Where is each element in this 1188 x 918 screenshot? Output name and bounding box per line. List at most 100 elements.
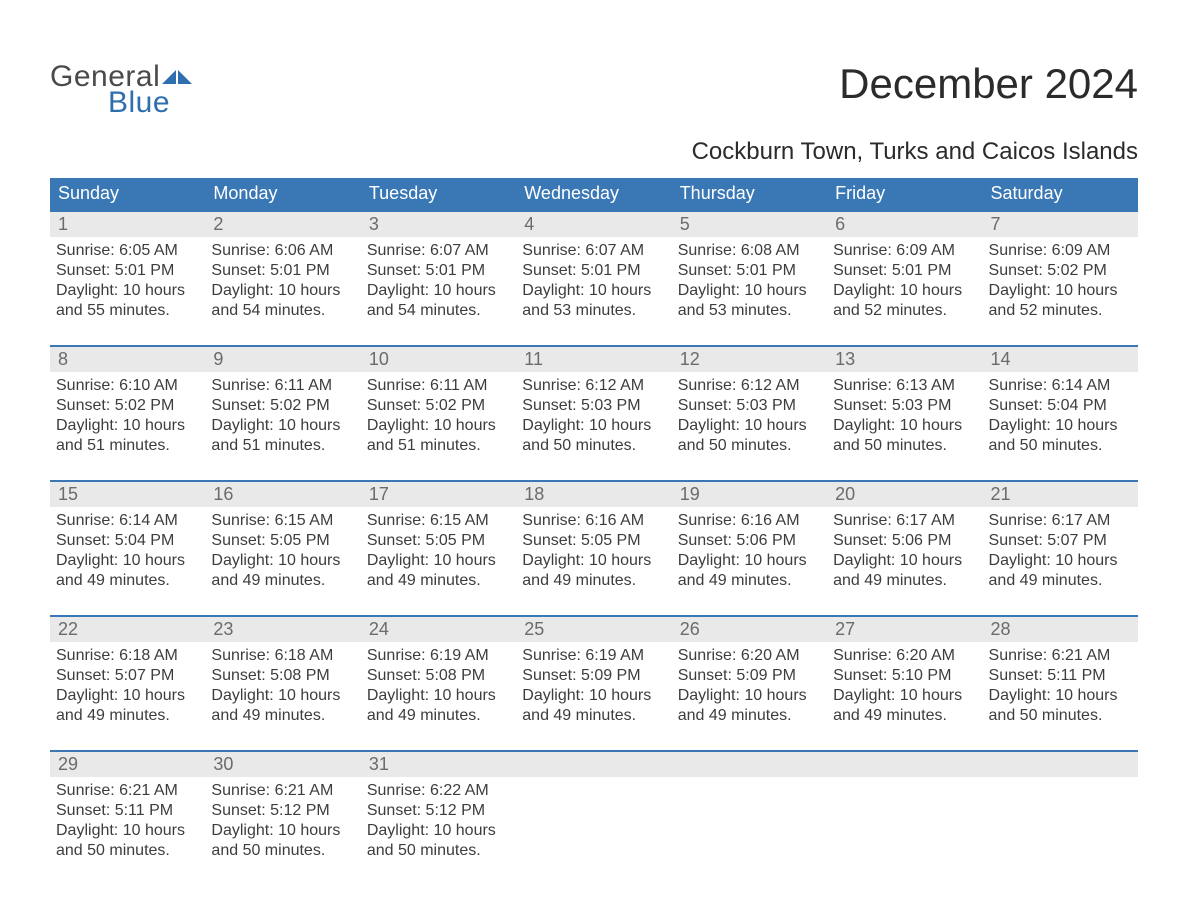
day-number-bar: 30 — [205, 752, 360, 777]
sunset-line: Sunset: 5:08 PM — [367, 666, 510, 686]
sunrise-line: Sunrise: 6:14 AM — [989, 376, 1132, 396]
sunrise-line: Sunrise: 6:20 AM — [678, 646, 821, 666]
day-number: 27 — [835, 619, 855, 639]
day-cell: 4Sunrise: 6:07 AMSunset: 5:01 PMDaylight… — [516, 212, 671, 327]
day-number: 19 — [680, 484, 700, 504]
title-block: December 2024 — [839, 60, 1138, 108]
day-cell: 27 Sunrise: 6:20 AMSunset: 5:10 PMDayligh… — [827, 617, 982, 732]
daylight-line: Daylight: 10 hours and 50 minutes. — [56, 821, 199, 861]
sunrise-line: Sunrise: 6:15 AM — [211, 511, 354, 531]
sunset-line: Sunset: 5:05 PM — [211, 531, 354, 551]
daylight-line: Daylight: 10 hours and 49 minutes. — [833, 686, 976, 726]
day-number: 28 — [991, 619, 1011, 639]
day-cell-empty — [672, 752, 827, 867]
day-number-bar: 17 — [361, 482, 516, 507]
day-number-bar: 28 — [983, 617, 1138, 642]
day-cell: 14Sunrise: 6:14 AMSunset: 5:04 PMDayligh… — [983, 347, 1138, 462]
sunset-line: Sunset: 5:01 PM — [211, 261, 354, 281]
header-row: General Blue December 2024 — [50, 60, 1138, 120]
sunset-line: Sunset: 5:07 PM — [56, 666, 199, 686]
day-cell: 2Sunrise: 6:06 AMSunset: 5:01 PMDaylight… — [205, 212, 360, 327]
day-number: 12 — [680, 349, 700, 369]
day-cell: 3Sunrise: 6:07 AMSunset: 5:01 PMDaylight… — [361, 212, 516, 327]
day-number-bar: 21 — [983, 482, 1138, 507]
day-number-bar: 16 — [205, 482, 360, 507]
day-cell: 28Sunrise: 6:21 AMSunset: 5:11 PMDayligh… — [983, 617, 1138, 732]
sunset-line: Sunset: 5:01 PM — [522, 261, 665, 281]
daylight-line: Daylight: 10 hours and 49 minutes. — [56, 551, 199, 591]
sunrise-line: Sunrise: 6:08 AM — [678, 241, 821, 261]
logo: General Blue — [50, 60, 192, 120]
day-cell: 29 Sunrise: 6:21 AMSunset: 5:11 PMDayligh… — [50, 752, 205, 867]
day-number: 7 — [991, 214, 1001, 234]
day-number: 24 — [369, 619, 389, 639]
dow-monday: Monday — [205, 178, 360, 210]
day-cell: 31Sunrise: 6:22 AMSunset: 5:12 PMDayligh… — [361, 752, 516, 867]
day-cell: 17Sunrise: 6:15 AMSunset: 5:05 PMDayligh… — [361, 482, 516, 597]
day-number-bar: 15 — [50, 482, 205, 507]
daylight-line: Daylight: 10 hours and 50 minutes. — [522, 416, 665, 456]
day-number: 9 — [213, 349, 223, 369]
day-number-bar: 1 — [50, 212, 205, 237]
sunrise-line: Sunrise: 6:10 AM — [56, 376, 199, 396]
daylight-line: Daylight: 10 hours and 49 minutes. — [678, 686, 821, 726]
day-number-bar: 13 — [827, 347, 982, 372]
day-number-bar: 27 — [827, 617, 982, 642]
day-number-bar: 20 — [827, 482, 982, 507]
day-number-bar: 10 — [361, 347, 516, 372]
daylight-line: Daylight: 10 hours and 51 minutes. — [56, 416, 199, 456]
week-row: 8 Sunrise: 6:10 AM Sunset: 5:02 PM Daylight… — [50, 345, 1138, 462]
daylight-line: Daylight: 10 hours and 49 minutes. — [56, 686, 199, 726]
sunset-line: Sunset: 5:12 PM — [367, 801, 510, 821]
day-number-bar: 2 — [205, 212, 360, 237]
day-cell-empty — [516, 752, 671, 867]
sunrise-line: Sunrise: 6:20 AM — [833, 646, 976, 666]
day-cell: 19Sunrise: 6:16 AMSunset: 5:06 PMDayligh… — [672, 482, 827, 597]
daylight-line: Daylight: 10 hours and 52 minutes. — [989, 281, 1132, 321]
week-row: 29 Sunrise: 6:21 AMSunset: 5:11 PMDayligh… — [50, 750, 1138, 867]
sunrise-line: Sunrise: 6:13 AM — [833, 376, 976, 396]
day-number: 29 — [58, 754, 78, 774]
sunrise-line: Sunrise: 6:22 AM — [367, 781, 510, 801]
day-cell: 30Sunrise: 6:21 AMSunset: 5:12 PMDayligh… — [205, 752, 360, 867]
sunrise-line: Sunrise: 6:17 AM — [989, 511, 1132, 531]
sunset-line: Sunset: 5:09 PM — [522, 666, 665, 686]
day-number-bar: 8 — [50, 347, 205, 372]
sunrise-line: Sunrise: 6:14 AM — [56, 511, 199, 531]
daylight-line: Daylight: 10 hours and 53 minutes. — [678, 281, 821, 321]
day-number: 18 — [524, 484, 544, 504]
sunset-line: Sunset: 5:02 PM — [211, 396, 354, 416]
daylight-line: Daylight: 10 hours and 50 minutes. — [833, 416, 976, 456]
sunrise-line: Sunrise: 6:18 AM — [211, 646, 354, 666]
sunrise-line: Sunrise: 6:16 AM — [522, 511, 665, 531]
day-cell: 6Sunrise: 6:09 AMSunset: 5:01 PMDaylight… — [827, 212, 982, 327]
sunset-line: Sunset: 5:01 PM — [367, 261, 510, 281]
sunrise-line: Sunrise: 6:21 AM — [56, 781, 199, 801]
day-number: 1 — [58, 214, 68, 234]
dow-sunday: Sunday — [50, 178, 205, 210]
day-cell: 21Sunrise: 6:17 AMSunset: 5:07 PMDayligh… — [983, 482, 1138, 597]
day-number-bar: 24 — [361, 617, 516, 642]
day-number-bar: 22 — [50, 617, 205, 642]
day-number-bar: 19 — [672, 482, 827, 507]
day-number-bar: 6 — [827, 212, 982, 237]
day-cell: 20Sunrise: 6:17 AMSunset: 5:06 PMDayligh… — [827, 482, 982, 597]
day-number-bar: 12 — [672, 347, 827, 372]
sunrise-line: Sunrise: 6:18 AM — [56, 646, 199, 666]
sunset-line: Sunset: 5:03 PM — [833, 396, 976, 416]
day-number: 20 — [835, 484, 855, 504]
sunset-line: Sunset: 5:10 PM — [833, 666, 976, 686]
day-cell-empty — [983, 752, 1138, 867]
day-cell: 1Sunrise: 6:05 AMSunset: 5:01 PMDaylight… — [50, 212, 205, 327]
sunrise-line: Sunrise: 6:12 AM — [678, 376, 821, 396]
sunset-line: Sunset: 5:11 PM — [989, 666, 1132, 686]
day-number-bar: 3 — [361, 212, 516, 237]
day-cell: 9Sunrise: 6:11 AMSunset: 5:02 PMDaylight… — [205, 347, 360, 462]
sunrise-line: Sunrise: 6:09 AM — [833, 241, 976, 261]
sunset-line: Sunset: 5:02 PM — [989, 261, 1132, 281]
day-number: 17 — [369, 484, 389, 504]
sunset-line: Sunset: 5:08 PM — [211, 666, 354, 686]
sunset-line: Sunset: 5:11 PM — [56, 801, 199, 821]
day-number-bar — [827, 752, 982, 777]
sunrise-line: Sunrise: 6:21 AM — [989, 646, 1132, 666]
